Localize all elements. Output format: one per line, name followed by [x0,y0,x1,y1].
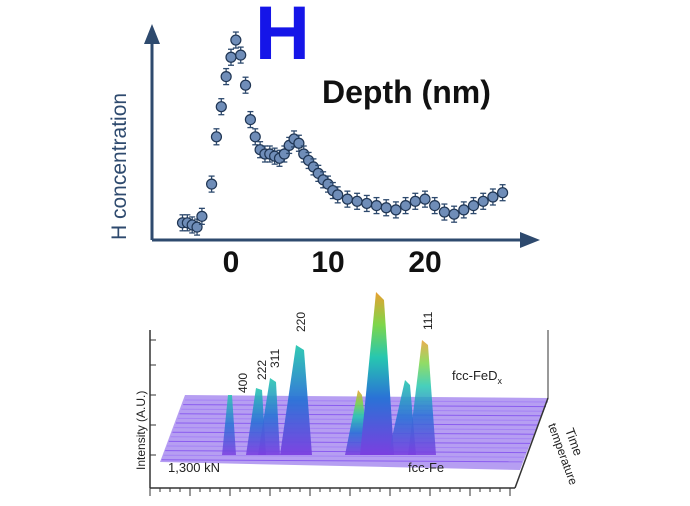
scatter-series [176,31,509,236]
data-point [196,210,208,222]
data-point [225,51,237,63]
data-point [370,200,383,212]
peak-label-111: 111 [421,311,435,330]
data-point [467,200,480,212]
data-point [487,191,499,203]
x-tick-label-0: 0 [222,246,240,279]
fedx-base: fcc-FeD [452,368,498,383]
peak-111-main [360,292,394,455]
peak-label-220: 220 [294,312,308,332]
peak-400 [222,395,236,455]
trace-line [161,459,523,463]
peak-111-right [388,380,416,455]
data-point [419,193,431,205]
data-point [249,131,261,143]
peak-label-400: 400 [236,373,250,393]
trace-line [183,404,547,408]
data-point [438,206,450,218]
depth-axis-line [514,397,549,489]
data-point [239,79,252,91]
data-point [400,200,412,212]
y-axis-arrow [144,24,160,44]
data-point [409,195,421,207]
data-point [361,197,373,210]
x-tick-label-20: 20 [408,246,442,279]
data-point [206,178,218,190]
chart-title-h: H [255,0,310,76]
peak-311 [258,378,280,455]
trace-label-fedx: fcc-FeDx [452,368,503,386]
peak-220 [280,345,312,455]
data-point [210,131,223,143]
data-point [390,204,402,216]
intensity-axis-label: Intensity (A.U.) [134,391,148,470]
data-point [332,189,344,201]
pressure-label: 1,300 kN [168,460,220,475]
diffraction-plot: Intensity (A.U.) 400 222 311 220 111 fcc… [134,292,586,496]
trace-label-fe: fcc-Fe [408,460,444,475]
data-point [380,202,392,214]
data-point [351,195,363,207]
data-point [220,70,232,83]
data-point [293,137,305,149]
data-point [230,34,242,46]
data-point [235,49,247,61]
data-point [191,221,203,233]
data-point [215,101,227,113]
peak-label-222: 222 [255,360,269,380]
data-point [429,200,441,212]
x-axis-label: Depth (nm) [322,74,491,110]
peak-label-311: 311 [268,349,282,368]
fedx-subscript: x [498,376,503,386]
peak-111-far [408,340,436,455]
trace-line [163,454,525,458]
data-point [497,187,509,199]
data-point [448,208,460,220]
data-point [244,113,256,126]
y-axis-label: H concentration [108,92,131,240]
x-tick-label-10: 10 [311,246,345,279]
top-chart-axes [144,24,540,248]
data-point [477,195,489,207]
x-axis-arrow [520,232,540,248]
front-axis-ticks [149,488,511,496]
data-point [458,204,470,216]
data-point [341,193,353,205]
